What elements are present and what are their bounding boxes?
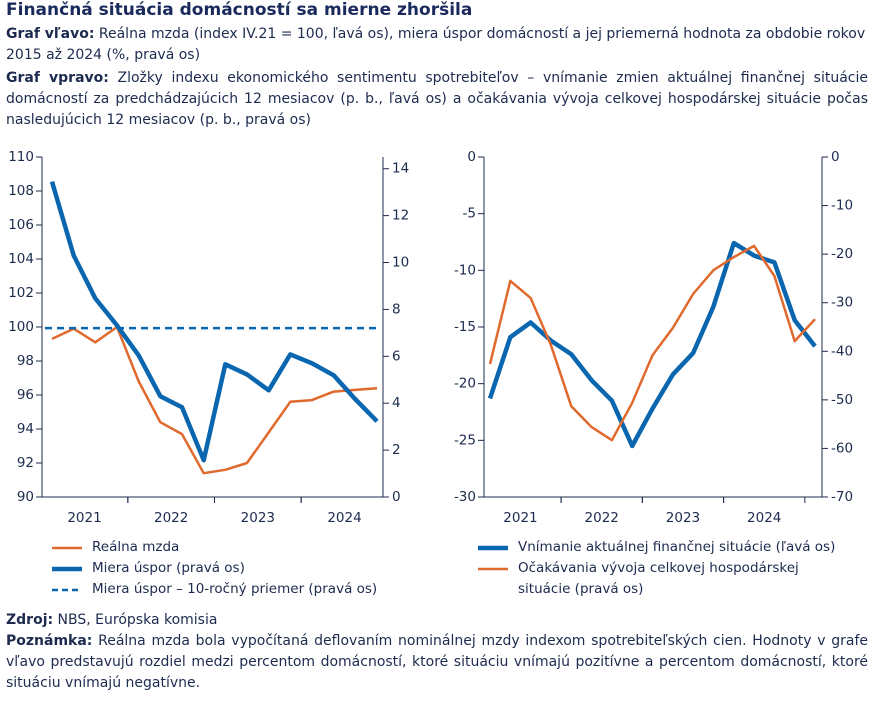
legend: Vnímanie aktuálnej finančnej situácie (ľ… xyxy=(478,537,848,600)
y2-tick-label: -10 xyxy=(831,198,853,214)
y-tick-label: 110 xyxy=(8,149,34,165)
source-label: Zdroj: xyxy=(6,612,54,628)
y2-tick-label: -20 xyxy=(831,246,853,262)
right-caption: Graf vpravo: Zložky indexu ekonomického … xyxy=(6,68,868,131)
caption-label: Graf vpravo: xyxy=(6,70,109,86)
y-tick-label: 102 xyxy=(8,285,34,301)
y2-tick-label: -50 xyxy=(831,392,853,408)
y-tick-label: 106 xyxy=(8,217,34,233)
source-text: NBS, Európska komisia xyxy=(57,612,218,628)
y2-tick-label: -30 xyxy=(831,295,853,311)
y-tick-label: 0 xyxy=(467,149,476,165)
legend-swatch xyxy=(478,567,508,571)
legend-swatch xyxy=(52,588,82,592)
note-text: Reálna mzda bola vypočítaná deflovaním n… xyxy=(6,633,868,691)
note-label: Poznámka: xyxy=(6,633,93,649)
y2-tick-label: 10 xyxy=(392,255,409,271)
legend-item: Reálna mzda xyxy=(52,537,432,558)
legend-label: Očakávania vývoja celkovej hospodárskej … xyxy=(518,560,799,597)
y-tick-label: 108 xyxy=(8,183,34,199)
y-tick-label: 96 xyxy=(17,387,34,403)
y-tick-label: -30 xyxy=(454,489,476,505)
x-tick-label: 2024 xyxy=(327,510,361,526)
left-caption: Graf vľavo: Reálna mzda (index IV.21 = 1… xyxy=(6,24,868,66)
legend-item: Vnímanie aktuálnej finančnej situácie (ľ… xyxy=(478,537,848,558)
caption-text: Reálna mzda (index IV.21 = 100, ľavá os)… xyxy=(6,26,866,63)
x-tick-label: 2024 xyxy=(747,510,781,526)
y2-tick-label: -70 xyxy=(831,489,853,505)
y2-tick-label: 14 xyxy=(392,161,409,177)
x-tick-label: 2021 xyxy=(503,510,537,526)
y2-tick-label: -40 xyxy=(831,343,853,359)
legend-swatch xyxy=(478,545,508,551)
y2-tick-label: 2 xyxy=(392,442,401,458)
y-tick-label: -10 xyxy=(454,262,476,278)
source: Zdroj: NBS, Európska komisia xyxy=(6,610,868,631)
y-tick-label: 98 xyxy=(17,353,34,369)
legend-label: Miera úspor – 10-ročný priemer (pravá os… xyxy=(92,581,378,597)
y-tick-label: 94 xyxy=(17,421,34,437)
caption-text: Zložky indexu ekonomického sentimentu sp… xyxy=(6,70,868,128)
legend-item: Miera úspor – 10-ročný priemer (pravá os… xyxy=(52,579,432,600)
legend-label: Vnímanie aktuálnej finančnej situácie (ľ… xyxy=(518,539,836,555)
series-line xyxy=(51,325,378,475)
legend-swatch xyxy=(52,566,82,572)
legend-item: Miera úspor (pravá os) xyxy=(52,558,432,579)
x-tick-label: 2022 xyxy=(585,510,619,526)
legend-item: Očakávania vývoja celkovej hospodárskej … xyxy=(478,558,848,600)
note: Poznámka: Reálna mzda bola vypočítaná de… xyxy=(6,631,868,694)
y-tick-label: 90 xyxy=(17,489,34,505)
x-tick-label: 2022 xyxy=(154,510,188,526)
y2-tick-label: 0 xyxy=(831,149,840,165)
y-tick-label: -15 xyxy=(454,319,476,335)
legend: Reálna mzda Miera úspor (pravá os) Miera ú… xyxy=(52,537,432,600)
x-tick-label: 2023 xyxy=(666,510,700,526)
y-tick-label: 100 xyxy=(8,319,34,335)
caption-label: Graf vľavo: xyxy=(6,26,95,42)
legend-label: Reálna mzda xyxy=(92,539,180,555)
y2-tick-label: 8 xyxy=(392,301,401,317)
y-tick-label: -25 xyxy=(454,432,476,448)
y-tick-label: -5 xyxy=(463,206,476,222)
series-line xyxy=(488,244,816,442)
y2-tick-label: 0 xyxy=(392,489,401,505)
series-line xyxy=(487,240,817,449)
legend-swatch xyxy=(52,546,82,550)
y2-tick-label: 4 xyxy=(392,395,401,411)
y-tick-label: -20 xyxy=(454,376,476,392)
legend-label: Miera úspor (pravá os) xyxy=(92,560,245,576)
y-tick-label: 104 xyxy=(8,251,34,267)
title: Finančná situácia domácností sa mierne z… xyxy=(6,0,473,20)
y-tick-label: 92 xyxy=(17,455,34,471)
y2-tick-label: 12 xyxy=(392,208,409,224)
x-tick-label: 2023 xyxy=(241,510,275,526)
y2-tick-label: 6 xyxy=(392,348,401,364)
series-line xyxy=(49,180,379,463)
y2-tick-label: -60 xyxy=(831,440,853,456)
x-tick-label: 2021 xyxy=(67,510,101,526)
